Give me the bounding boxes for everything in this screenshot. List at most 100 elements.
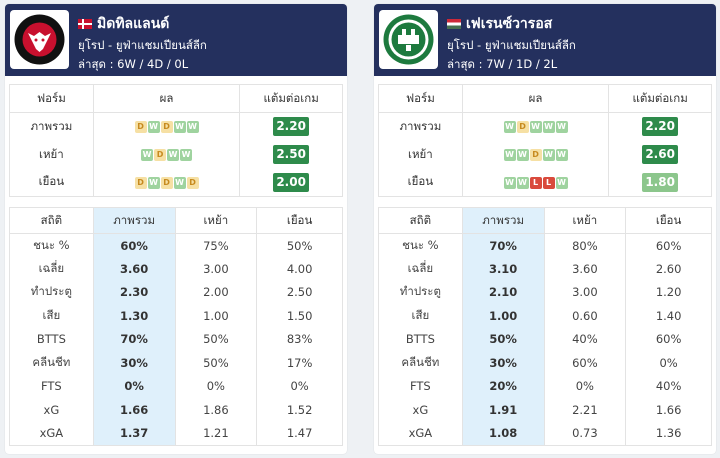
stat-label: BTTS (36, 332, 66, 347)
stat-column-header: สถิติ (9, 207, 94, 234)
stat-label: เสีย (411, 307, 430, 322)
form-row: เยือน D W D W D 2.00 (9, 168, 343, 197)
result-badge[interactable]: D (134, 121, 147, 134)
home-value: 1.21 (174, 421, 257, 445)
league-name: ยุโรป - ยูฟ่าแชมเปียนส์ลีก (447, 38, 576, 52)
result-badge[interactable]: W (503, 176, 516, 189)
away-value: 2.50 (256, 280, 343, 304)
result-badge[interactable]: W (147, 121, 160, 134)
result-badge[interactable]: W (516, 176, 529, 189)
overall-value: 60% (92, 233, 175, 257)
away-value: 40% (625, 374, 712, 398)
result-column-header: ผล (461, 84, 610, 113)
result-badge[interactable]: L (542, 176, 555, 189)
away-value: 50% (256, 233, 343, 257)
result-badge[interactable]: W (173, 121, 186, 134)
team-logo[interactable] (379, 10, 438, 69)
result-badge[interactable]: D (186, 176, 199, 189)
recent-record: ล่าสุด : 6W / 4D / 0L (78, 57, 189, 71)
midtjylland-logo-icon (14, 14, 65, 65)
stat-label: ทำประตู (30, 284, 72, 299)
overall-value: 3.10 (461, 257, 544, 281)
form-row-label: ภาพรวม (9, 112, 94, 141)
home-value: 60% (543, 351, 626, 375)
overall-value: 0% (92, 374, 175, 398)
form-column-header: ฟอร์ม (378, 84, 463, 113)
team-header: มิดทิลแลนด์ ยุโรป - ยูฟ่าแชมเปียนส์ลีก ล… (5, 4, 347, 76)
overall-value: 1.37 (92, 421, 175, 445)
result-badge[interactable]: D (529, 149, 542, 161)
result-badge[interactable]: W (555, 176, 568, 189)
form-rows: ภาพรวม D W D W W 2.20 เหย้า W D W W 2.50 เยือน D W D W D 2.… (9, 112, 343, 197)
away-value: 0% (625, 351, 712, 375)
away-value: 1.66 (625, 398, 712, 422)
overall-column-header[interactable]: ภาพรวม (92, 207, 175, 234)
stat-label: xGA (39, 426, 64, 440)
result-badge[interactable]: W (173, 176, 186, 189)
away-value: 0% (256, 374, 343, 398)
result-badge[interactable]: W (555, 121, 568, 134)
away-value: 2.60 (625, 257, 712, 281)
away-value: 1.36 (625, 421, 712, 445)
recent-record: ล่าสุด : 7W / 1D / 2L (447, 57, 558, 71)
team-header: เฟเรนซ์วารอส ยุโรป - ยูฟ่าแชมเปียนส์ลีก … (374, 4, 716, 76)
overall-column-header[interactable]: ภาพรวม (461, 207, 544, 234)
result-badge[interactable]: D (154, 149, 167, 161)
result-badge[interactable]: L (529, 176, 542, 189)
overall-value: 1.66 (92, 398, 175, 422)
stats-row: BTTS 70% 50% 83% (10, 327, 343, 351)
result-badge[interactable]: W (147, 176, 160, 189)
stats-row: ทำประตู 2.10 3.00 1.20 (379, 280, 712, 304)
result-badge[interactable]: W (180, 149, 193, 161)
ppg-badge: 1.80 (642, 172, 679, 192)
ppg-badge: 2.20 (273, 117, 310, 137)
stats-row: xG 1.91 2.21 1.66 (379, 398, 712, 422)
stats-row: เสีย 1.00 0.60 1.40 (379, 304, 712, 328)
stats-row: xGA 1.37 1.21 1.47 (10, 421, 343, 445)
away-value: 1.52 (256, 398, 343, 422)
result-badge[interactable]: W (542, 149, 555, 161)
stat-label: เฉลี่ย (38, 260, 65, 275)
home-value: 50% (174, 327, 257, 351)
form-row-label: เหย้า (378, 140, 463, 169)
stat-label: เฉลี่ย (407, 260, 434, 275)
result-badge[interactable]: W (555, 149, 568, 161)
stat-label: FTS (41, 379, 62, 394)
home-column-header[interactable]: เหย้า (174, 207, 257, 234)
team-logo[interactable] (10, 10, 69, 69)
result-badge[interactable]: W (516, 149, 529, 161)
ppg-cell: 2.60 (608, 140, 712, 169)
stats-table: สถิติ ภาพรวม เหย้า เยือน ชนะ % 70% 80% 60% เ… (378, 207, 712, 446)
away-value: 60% (625, 233, 712, 257)
result-badge[interactable]: W (503, 121, 516, 134)
result-badge[interactable]: W (141, 149, 154, 161)
result-badge[interactable]: W (529, 121, 542, 134)
result-badge[interactable]: W (503, 149, 516, 161)
hungary-flag-icon (447, 19, 461, 29)
result-badge[interactable]: D (160, 176, 173, 189)
ppg-badge: 2.60 (642, 145, 679, 164)
result-badge[interactable]: D (160, 121, 173, 134)
home-value: 40% (543, 327, 626, 351)
away-value: 60% (625, 327, 712, 351)
result-badge[interactable]: D (134, 176, 147, 189)
away-value: 1.40 (625, 304, 712, 328)
denmark-flag-icon (78, 19, 92, 29)
result-badge[interactable]: W (542, 121, 555, 134)
team-name[interactable]: เฟเรนซ์วารอส (447, 13, 552, 35)
stat-label: ทำประตู (399, 284, 441, 299)
team-card-ferencvaros: เฟเรนซ์วารอส ยุโรป - ยูฟ่าแชมเปียนส์ลีก … (374, 4, 716, 454)
team-name[interactable]: มิดทิลแลนด์ (78, 13, 169, 35)
result-badge[interactable]: D (516, 121, 529, 134)
result-badge[interactable]: W (167, 149, 180, 161)
home-column-header[interactable]: เหย้า (543, 207, 626, 234)
form-row: ภาพรวม W D W W W 2.20 (378, 112, 712, 141)
away-column-header[interactable]: เยือน (256, 207, 343, 234)
away-column-header[interactable]: เยือน (625, 207, 712, 234)
stats-row: BTTS 50% 40% 60% (379, 327, 712, 351)
ppg-cell: 2.00 (239, 168, 343, 197)
stats-table: สถิติ ภาพรวม เหย้า เยือน ชนะ % 60% 75% 50% เ… (9, 207, 343, 446)
result-badge[interactable]: W (186, 121, 199, 134)
overall-value: 2.10 (461, 280, 544, 304)
